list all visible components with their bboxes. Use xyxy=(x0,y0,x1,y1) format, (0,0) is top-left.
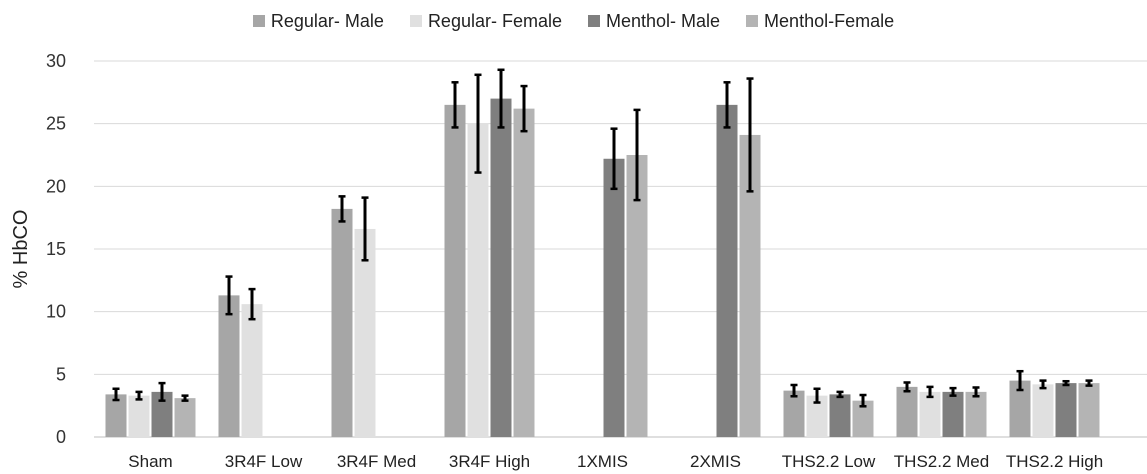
legend-label-regular-female: Regular- Female xyxy=(427,10,562,31)
y-tick-label: 30 xyxy=(46,51,66,71)
x-tick-label: 3R4F Low xyxy=(225,452,303,471)
x-tick-label: THS2.2 Low xyxy=(782,452,876,471)
bar xyxy=(1009,380,1031,437)
bar xyxy=(444,104,466,437)
y-tick-label: 25 xyxy=(46,114,66,134)
bar xyxy=(942,391,964,437)
x-tick-label: THS2.2 High xyxy=(1006,452,1103,471)
axes: 0 5 10 15 20 25 30 Sham 3R4F Low 3R4F Med 3R4F Hig… xyxy=(46,51,1103,471)
bar xyxy=(354,228,376,437)
bar xyxy=(151,391,173,437)
bar xyxy=(128,395,150,437)
bar xyxy=(1055,383,1077,437)
error-bars xyxy=(112,68,1093,408)
bar xyxy=(331,208,353,437)
bar xyxy=(829,394,851,437)
bar xyxy=(513,108,535,438)
legend-label-menthol-female: Menthol-Female xyxy=(764,10,895,31)
legend-item-menthol-female: Menthol-Female xyxy=(746,11,894,32)
bar xyxy=(919,391,941,437)
y-tick-label: 0 xyxy=(56,427,66,447)
x-tick-label: 3R4F High xyxy=(449,452,530,471)
y-tick-label: 15 xyxy=(46,239,66,259)
bar xyxy=(965,391,987,437)
bar xyxy=(626,155,648,437)
legend-label-regular-male: Regular- Male xyxy=(270,10,384,31)
x-tick-label: THS2.2 Med xyxy=(894,452,989,471)
legend-swatch-regular-male xyxy=(252,15,265,27)
legend-swatch-menthol-female xyxy=(746,15,759,27)
bar xyxy=(490,98,512,437)
bar xyxy=(783,390,805,437)
x-tick-label: 1XMIS xyxy=(577,452,628,471)
legend-item-regular-female: Regular- Female xyxy=(409,10,562,32)
x-tick-label: Sham xyxy=(128,452,172,471)
bar xyxy=(218,295,240,437)
x-tick-label: 2XMIS xyxy=(690,452,741,471)
y-tick-label: 5 xyxy=(56,364,66,384)
bar xyxy=(739,134,761,438)
bar xyxy=(806,395,828,437)
bar xyxy=(852,400,874,437)
bar xyxy=(174,398,196,437)
y-tick-label: 20 xyxy=(46,176,66,196)
bar xyxy=(241,304,263,437)
legend-item-regular-male: Regular- Male xyxy=(252,10,384,32)
legend-swatch-menthol-male xyxy=(588,15,600,27)
bar xyxy=(716,104,738,437)
bar xyxy=(1032,384,1054,437)
legend-label-menthol-male: Menthol- Male xyxy=(606,10,721,31)
x-tick-label: 3R4F Med xyxy=(337,452,416,471)
legend: Regular- Male Regular- Female Menthol- M… xyxy=(0,8,1147,34)
legend-item-menthol-male: Menthol- Male xyxy=(588,11,720,32)
bar xyxy=(896,386,918,437)
bar xyxy=(105,394,127,437)
y-axis-label: % HbCO xyxy=(10,210,32,289)
bars xyxy=(105,98,1100,438)
bar xyxy=(467,123,489,438)
legend-swatch-regular-female xyxy=(409,15,422,27)
bar xyxy=(603,158,625,437)
bar xyxy=(1078,383,1100,437)
y-tick-label: 10 xyxy=(46,302,66,322)
